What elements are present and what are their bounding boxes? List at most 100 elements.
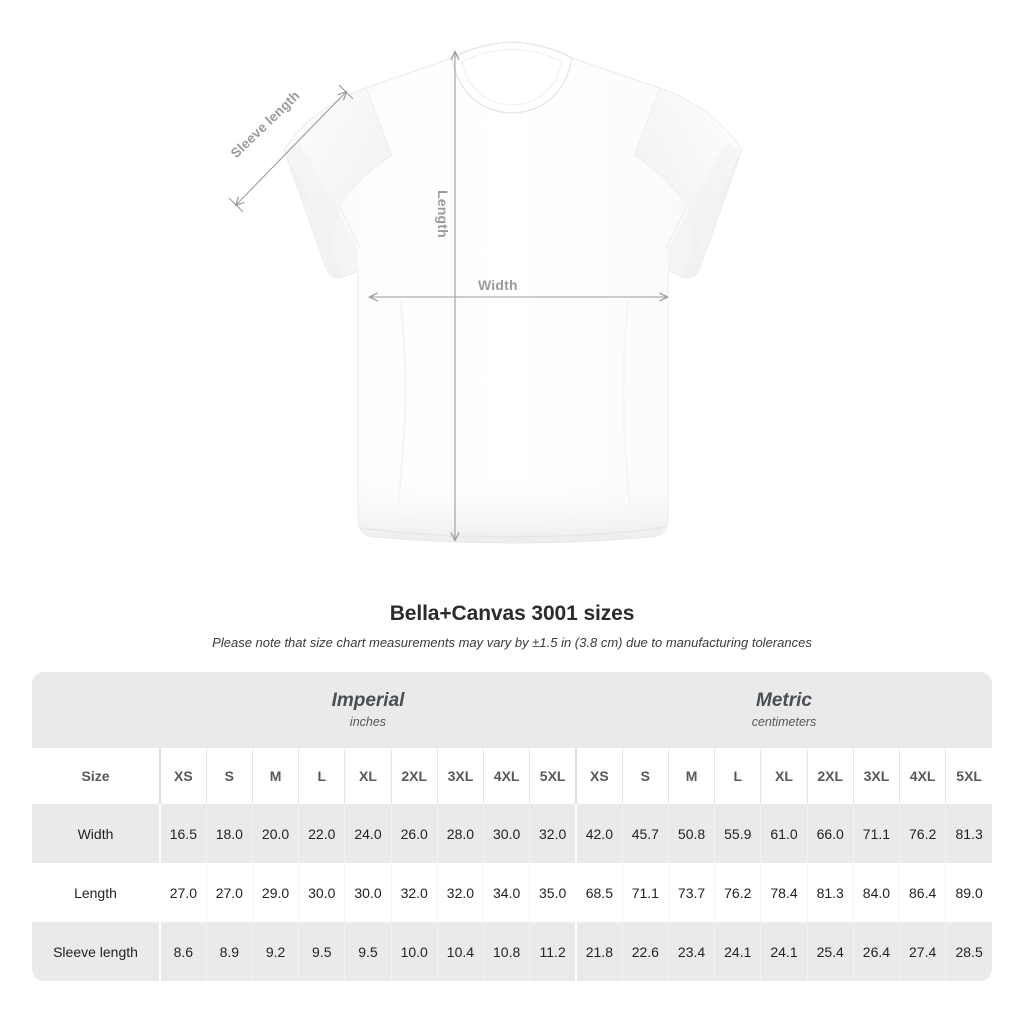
size-header-metric-xl: XL bbox=[760, 748, 808, 804]
cell-width-metric-2xl: 66.0 bbox=[806, 804, 854, 863]
tshirt-diagram bbox=[228, 41, 743, 544]
cell-width-metric-4xl: 76.2 bbox=[899, 804, 946, 863]
size-header-metric-s: S bbox=[621, 748, 669, 804]
cell-width-metric-s: 45.7 bbox=[621, 804, 669, 863]
unit-row-spacer bbox=[32, 672, 160, 748]
garment-illustration: Sleeve length Length Width bbox=[228, 41, 743, 544]
cell-length-metric-l: 76.2 bbox=[714, 863, 761, 922]
size-chart-table-container: Imperial inches Metric centimeters Size … bbox=[32, 672, 993, 981]
cell-length-metric-4xl: 86.4 bbox=[899, 863, 946, 922]
chart-subtitle: Please note that size chart measurements… bbox=[212, 635, 812, 650]
cell-width-imperial-xs: 16.5 bbox=[158, 804, 207, 863]
unit-system-metric-unit: centimeters bbox=[751, 714, 817, 729]
cell-length-imperial-xs: 27.0 bbox=[158, 863, 207, 922]
cell-length-imperial-4xl: 34.0 bbox=[483, 863, 530, 922]
cell-width-metric-l: 55.9 bbox=[714, 804, 761, 863]
cell-sleeve-length-metric-5xl: 28.5 bbox=[945, 922, 993, 981]
size-header-imperial-xl: XL bbox=[344, 748, 392, 804]
cell-width-metric-5xl: 81.3 bbox=[945, 804, 993, 863]
table-row: Sleeve length 8.6 8.9 9.2 9.5 9.5 10.0 10.4 10.8… bbox=[32, 922, 993, 981]
row-label: Width bbox=[32, 804, 160, 863]
cell-length-imperial-l: 30.0 bbox=[298, 863, 345, 922]
size-header-metric-3xl: 3XL bbox=[852, 748, 900, 804]
sleeve-right-shadow bbox=[668, 143, 742, 278]
unit-system-metric: Metric centimeters bbox=[576, 672, 993, 748]
cell-length-imperial-m: 29.0 bbox=[251, 863, 299, 922]
cell-sleeve-length-imperial-3xl: 10.4 bbox=[436, 922, 484, 981]
cell-width-imperial-2xl: 26.0 bbox=[390, 804, 438, 863]
size-column-header: Size bbox=[32, 748, 160, 804]
chart-title: Bella+Canvas 3001 sizes bbox=[389, 602, 635, 625]
tshirt-hem-shadow bbox=[358, 470, 668, 543]
cell-sleeve-length-imperial-xs: 8.6 bbox=[158, 922, 207, 981]
cell-sleeve-length-imperial-xl: 9.5 bbox=[344, 922, 392, 981]
cell-sleeve-length-metric-m: 23.4 bbox=[667, 922, 715, 981]
cell-sleeve-length-imperial-l: 9.5 bbox=[298, 922, 345, 981]
cell-sleeve-length-metric-l: 24.1 bbox=[714, 922, 761, 981]
cell-length-metric-xs: 68.5 bbox=[574, 863, 623, 922]
cell-length-metric-5xl: 89.0 bbox=[945, 863, 993, 922]
cell-sleeve-length-imperial-5xl: 11.2 bbox=[529, 922, 576, 981]
cell-width-imperial-xl: 24.0 bbox=[344, 804, 392, 863]
size-header-metric-2xl: 2XL bbox=[806, 748, 854, 804]
cell-length-imperial-5xl: 35.0 bbox=[529, 863, 576, 922]
cell-width-metric-m: 50.8 bbox=[667, 804, 715, 863]
cell-sleeve-length-metric-s: 22.6 bbox=[621, 922, 669, 981]
size-header-imperial-m: M bbox=[251, 748, 299, 804]
cell-length-metric-2xl: 81.3 bbox=[806, 863, 854, 922]
cell-length-imperial-xl: 30.0 bbox=[344, 863, 392, 922]
cuff-line-left bbox=[339, 206, 361, 249]
cell-length-imperial-2xl: 32.0 bbox=[390, 863, 438, 922]
cell-sleeve-length-metric-xl: 24.1 bbox=[760, 922, 808, 981]
cell-length-metric-s: 71.1 bbox=[621, 863, 669, 922]
cuff-line-right bbox=[665, 206, 687, 249]
cell-width-imperial-4xl: 30.0 bbox=[483, 804, 530, 863]
size-header-imperial-2xl: 2XL bbox=[390, 748, 438, 804]
row-label: Sleeve length bbox=[32, 922, 160, 981]
fold-left bbox=[397, 299, 407, 506]
hem-line bbox=[359, 526, 667, 538]
cell-sleeve-length-imperial-s: 8.9 bbox=[205, 922, 253, 981]
cell-sleeve-length-imperial-m: 9.2 bbox=[251, 922, 299, 981]
unit-system-header-row: Imperial inches Metric centimeters bbox=[32, 672, 993, 748]
size-header-imperial-3xl: 3XL bbox=[436, 748, 484, 804]
sleeve-dim-cap-upper bbox=[338, 84, 354, 100]
unit-system-imperial-name: Imperial bbox=[331, 689, 405, 711]
cell-width-imperial-l: 22.0 bbox=[298, 804, 345, 863]
cell-sleeve-length-imperial-4xl: 10.8 bbox=[483, 922, 530, 981]
cell-sleeve-length-imperial-2xl: 10.0 bbox=[390, 922, 438, 981]
cell-width-imperial-s: 18.0 bbox=[205, 804, 253, 863]
cell-length-metric-xl: 78.4 bbox=[760, 863, 808, 922]
cell-width-metric-xl: 61.0 bbox=[760, 804, 808, 863]
cell-width-imperial-m: 20.0 bbox=[251, 804, 299, 863]
cell-length-imperial-3xl: 32.0 bbox=[436, 863, 484, 922]
sleeve-dim-cap-lower bbox=[228, 197, 244, 213]
table-row: Length 27.0 27.0 29.0 30.0 30.0 32.0 32.0 34.0 35… bbox=[32, 863, 993, 922]
cell-length-metric-m: 73.7 bbox=[667, 863, 715, 922]
sleeve-length-dimension-line bbox=[236, 92, 346, 205]
size-header-imperial-xs: XS bbox=[158, 748, 207, 804]
cell-width-imperial-5xl: 32.0 bbox=[529, 804, 576, 863]
cell-width-metric-xs: 42.0 bbox=[574, 804, 623, 863]
size-header-metric-xs: XS bbox=[574, 748, 623, 804]
table-row: Width 16.5 18.0 20.0 22.0 24.0 26.0 28.0 30.0 32.… bbox=[32, 804, 993, 863]
size-header-imperial-s: S bbox=[205, 748, 253, 804]
size-header-imperial-5xl: 5XL bbox=[529, 748, 576, 804]
cell-sleeve-length-metric-xs: 21.8 bbox=[574, 922, 623, 981]
cell-sleeve-length-metric-2xl: 25.4 bbox=[806, 922, 854, 981]
size-header-metric-m: M bbox=[667, 748, 715, 804]
cell-width-metric-3xl: 71.1 bbox=[852, 804, 900, 863]
size-chart-table: Imperial inches Metric centimeters Size … bbox=[32, 672, 993, 981]
unit-system-metric-name: Metric bbox=[756, 689, 812, 711]
length-label: Length bbox=[435, 190, 451, 238]
size-header-row: Size XS S M L XL 2XL 3XL 4XL 5XL XS S M L XL 2XL 3XL 4XL… bbox=[32, 748, 993, 804]
cell-length-metric-3xl: 84.0 bbox=[852, 863, 900, 922]
unit-system-imperial-unit: inches bbox=[349, 714, 387, 729]
unit-system-imperial: Imperial inches bbox=[160, 672, 576, 748]
size-header-metric-l: L bbox=[714, 748, 761, 804]
cell-sleeve-length-metric-4xl: 27.4 bbox=[899, 922, 946, 981]
size-header-imperial-4xl: 4XL bbox=[483, 748, 530, 804]
width-label: Width bbox=[478, 277, 518, 293]
row-label: Length bbox=[32, 863, 160, 922]
size-header-imperial-l: L bbox=[298, 748, 345, 804]
